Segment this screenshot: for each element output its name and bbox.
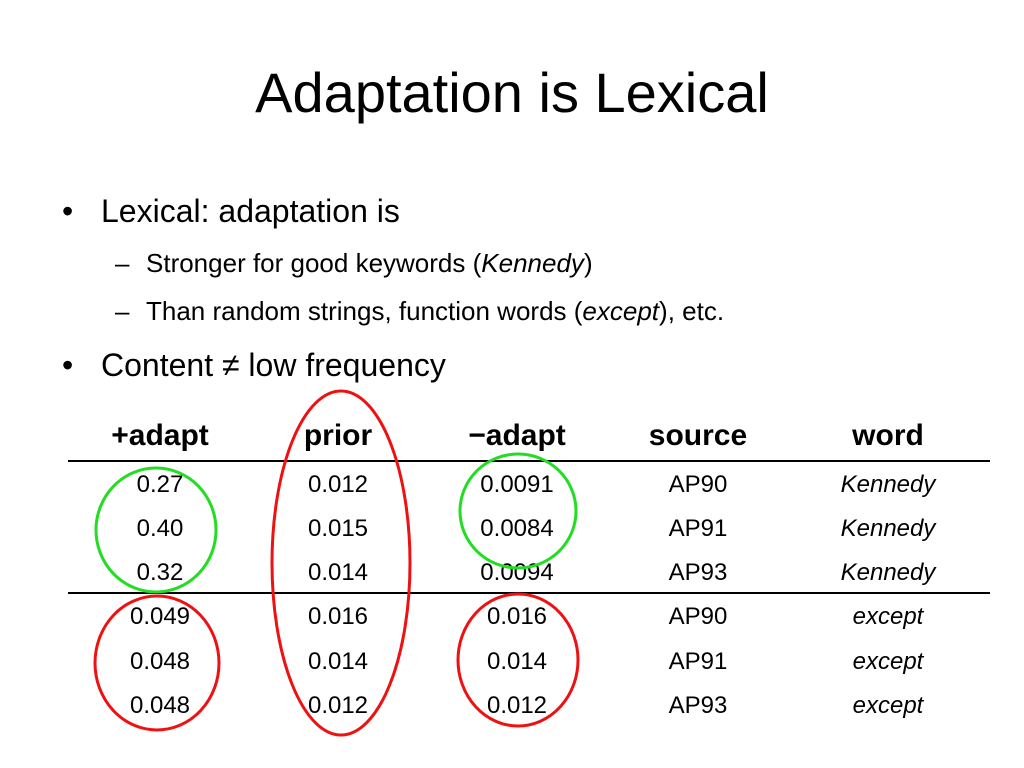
- bullet-text: Lexical: adaptation is: [101, 193, 400, 229]
- cell-source: AP91: [668, 648, 728, 675]
- sub-text-after: ): [583, 248, 593, 278]
- sub-text-before: Than random strings, function words (: [146, 296, 583, 326]
- cell-minus-adapt: 0.0091: [480, 471, 554, 498]
- header-prior: prior: [303, 419, 373, 452]
- sub-text-after: ), etc.: [659, 296, 725, 326]
- bullet-content: • Content ≠ low frequency: [62, 345, 446, 385]
- cell-prior: 0.012: [307, 692, 369, 719]
- cell-prior: 0.014: [307, 559, 369, 586]
- bullet-mark: •: [62, 347, 74, 383]
- bullet-lexical: • Lexical: adaptation is: [62, 191, 400, 231]
- cell-minus-adapt: 0.0084: [480, 515, 554, 542]
- cell-plus-adapt: 0.049: [129, 603, 191, 630]
- cell-prior: 0.012: [307, 471, 369, 498]
- header-plus-adapt: +adapt: [111, 419, 209, 452]
- cell-word: except: [852, 603, 924, 630]
- cell-word: except: [852, 648, 924, 675]
- cell-source: AP93: [668, 692, 728, 719]
- header-word: word: [852, 419, 924, 452]
- dash-mark: –: [115, 248, 130, 278]
- slide-title: Adaptation is Lexical: [255, 61, 769, 124]
- cell-word: except: [852, 692, 924, 719]
- cell-prior: 0.016: [307, 603, 369, 630]
- table-header-rule: [68, 460, 990, 462]
- cell-minus-adapt: 0.0094: [480, 559, 554, 586]
- cell-word: Kennedy: [840, 515, 936, 542]
- cell-word: Kennedy: [840, 471, 936, 498]
- cell-prior: 0.015: [307, 515, 369, 542]
- sub-bullet-keywords: – Stronger for good keywords (Kennedy): [115, 247, 593, 279]
- cell-source: AP90: [668, 471, 728, 498]
- cell-plus-adapt: 0.048: [129, 692, 191, 719]
- cell-minus-adapt: 0.016: [486, 603, 548, 630]
- header-source: source: [648, 419, 748, 452]
- sub-bullet-random-strings: – Than random strings, function words (e…: [115, 295, 725, 327]
- cell-plus-adapt: 0.27: [136, 471, 184, 498]
- cell-source: AP90: [668, 603, 728, 630]
- sub-text-before: Stronger for good keywords (: [146, 248, 482, 278]
- cell-plus-adapt: 0.048: [129, 648, 191, 675]
- cell-plus-adapt: 0.40: [136, 515, 184, 542]
- cell-minus-adapt: 0.012: [486, 692, 548, 719]
- bullet-text: Content ≠ low frequency: [101, 347, 446, 383]
- cell-plus-adapt: 0.32: [136, 559, 184, 586]
- table-group-rule: [68, 592, 990, 594]
- cell-source: AP91: [668, 515, 728, 542]
- header-minus-adapt: −adapt: [468, 419, 566, 452]
- cell-minus-adapt: 0.014: [486, 648, 548, 675]
- bullet-mark: •: [62, 193, 74, 229]
- cell-word: Kennedy: [840, 559, 936, 586]
- sub-text-italic: Kennedy: [481, 248, 584, 278]
- cell-source: AP93: [668, 559, 728, 586]
- dash-mark: –: [115, 296, 130, 326]
- cell-prior: 0.014: [307, 648, 369, 675]
- sub-text-italic: except: [582, 296, 660, 326]
